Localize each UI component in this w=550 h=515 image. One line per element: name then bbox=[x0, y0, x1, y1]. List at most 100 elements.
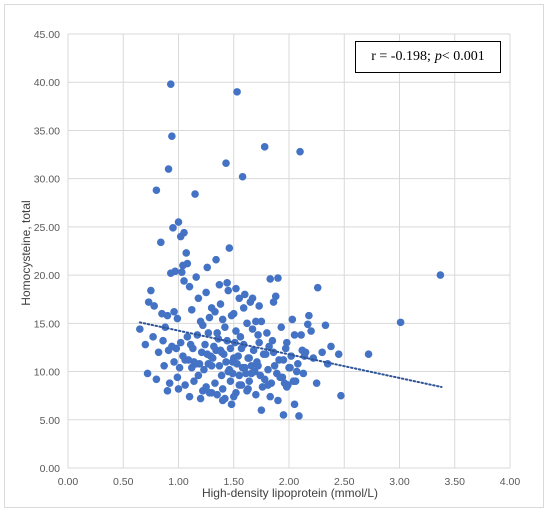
data-point bbox=[159, 336, 167, 345]
data-point bbox=[334, 350, 343, 358]
data-point bbox=[193, 331, 202, 339]
data-point bbox=[152, 186, 161, 195]
data-point bbox=[243, 319, 251, 328]
data-point bbox=[218, 315, 227, 324]
data-point bbox=[203, 263, 212, 272]
data-point bbox=[242, 369, 250, 378]
x-tick-label: 2.00 bbox=[279, 476, 300, 488]
x-axis-title: High-density lipoprotein (mmol/L) bbox=[202, 486, 378, 500]
data-point bbox=[285, 363, 293, 372]
y-tick-label: 40.00 bbox=[34, 77, 60, 89]
data-point bbox=[252, 390, 260, 399]
data-point bbox=[290, 400, 299, 409]
data-point bbox=[277, 323, 286, 331]
data-point bbox=[186, 340, 195, 349]
data-point bbox=[181, 381, 189, 389]
data-point bbox=[165, 379, 174, 387]
data-point bbox=[168, 342, 176, 351]
data-point bbox=[243, 387, 251, 395]
data-point bbox=[211, 379, 219, 387]
data-point bbox=[141, 340, 150, 349]
data-point bbox=[260, 143, 269, 151]
data-point bbox=[195, 360, 204, 368]
data-point bbox=[266, 392, 275, 401]
data-point bbox=[241, 290, 249, 299]
data-point bbox=[313, 283, 322, 292]
data-point bbox=[184, 356, 193, 364]
correlation-annotation: r = -0.198; p < 0.001 bbox=[355, 41, 501, 73]
data-point bbox=[236, 333, 245, 341]
data-point bbox=[215, 280, 224, 289]
data-point bbox=[229, 354, 238, 362]
data-point bbox=[221, 323, 229, 331]
x-tick-label: 3.00 bbox=[389, 476, 410, 488]
data-point bbox=[200, 365, 208, 374]
data-point bbox=[257, 406, 266, 414]
data-point bbox=[235, 381, 244, 389]
data-point bbox=[268, 336, 277, 345]
data-point bbox=[221, 394, 229, 403]
data-point bbox=[233, 360, 241, 368]
data-point bbox=[144, 298, 153, 306]
data-point bbox=[174, 385, 183, 393]
y-tick-label: 0.00 bbox=[40, 463, 61, 475]
data-point bbox=[235, 294, 244, 303]
y-tick-label: 45.00 bbox=[34, 29, 60, 41]
data-point bbox=[170, 358, 178, 366]
data-point bbox=[157, 238, 165, 247]
data-point bbox=[279, 411, 288, 419]
data-point bbox=[245, 377, 254, 386]
data-point bbox=[226, 344, 235, 353]
data-point bbox=[274, 274, 282, 282]
chart-frame bbox=[4, 4, 544, 508]
x-tick-label: 1.00 bbox=[168, 476, 189, 488]
data-point bbox=[269, 298, 278, 306]
data-point bbox=[179, 261, 187, 270]
data-point bbox=[213, 390, 221, 399]
data-point bbox=[226, 377, 235, 386]
data-point bbox=[154, 348, 163, 357]
data-point bbox=[175, 363, 184, 372]
y-tick-label: 35.00 bbox=[34, 125, 60, 137]
data-point bbox=[248, 294, 257, 303]
data-point bbox=[173, 314, 182, 323]
data-point bbox=[239, 304, 248, 312]
data-point bbox=[180, 277, 188, 285]
data-point bbox=[170, 307, 178, 316]
data-point bbox=[307, 327, 315, 335]
data-point bbox=[224, 286, 233, 295]
annotation-suffix: < 0.001 bbox=[441, 49, 485, 64]
data-point bbox=[294, 360, 302, 368]
data-point bbox=[364, 350, 373, 358]
data-point bbox=[212, 255, 220, 264]
data-point bbox=[205, 388, 214, 397]
data-point bbox=[178, 268, 186, 277]
data-point bbox=[281, 344, 290, 353]
data-point bbox=[136, 325, 144, 333]
data-point bbox=[143, 369, 152, 378]
data-point bbox=[215, 361, 224, 370]
data-point bbox=[163, 387, 172, 395]
data-point bbox=[229, 392, 238, 401]
data-point bbox=[182, 249, 191, 257]
data-point bbox=[257, 317, 266, 326]
data-point bbox=[254, 331, 262, 339]
data-point bbox=[222, 159, 230, 168]
data-point bbox=[208, 354, 217, 362]
data-point bbox=[289, 377, 298, 386]
data-point bbox=[179, 352, 187, 360]
data-point bbox=[160, 361, 168, 370]
y-tick-label: 20.00 bbox=[34, 270, 60, 282]
data-point bbox=[192, 273, 200, 281]
data-point bbox=[282, 338, 291, 347]
data-point bbox=[190, 377, 198, 386]
data-point bbox=[327, 342, 335, 351]
y-tick-label: 30.00 bbox=[34, 174, 60, 186]
data-point bbox=[168, 132, 176, 141]
data-point bbox=[201, 340, 209, 349]
data-point bbox=[205, 313, 214, 322]
x-tick-label: 0.00 bbox=[58, 476, 79, 488]
y-axis-title: Homocysteine, total bbox=[19, 200, 33, 305]
data-point bbox=[245, 354, 254, 362]
